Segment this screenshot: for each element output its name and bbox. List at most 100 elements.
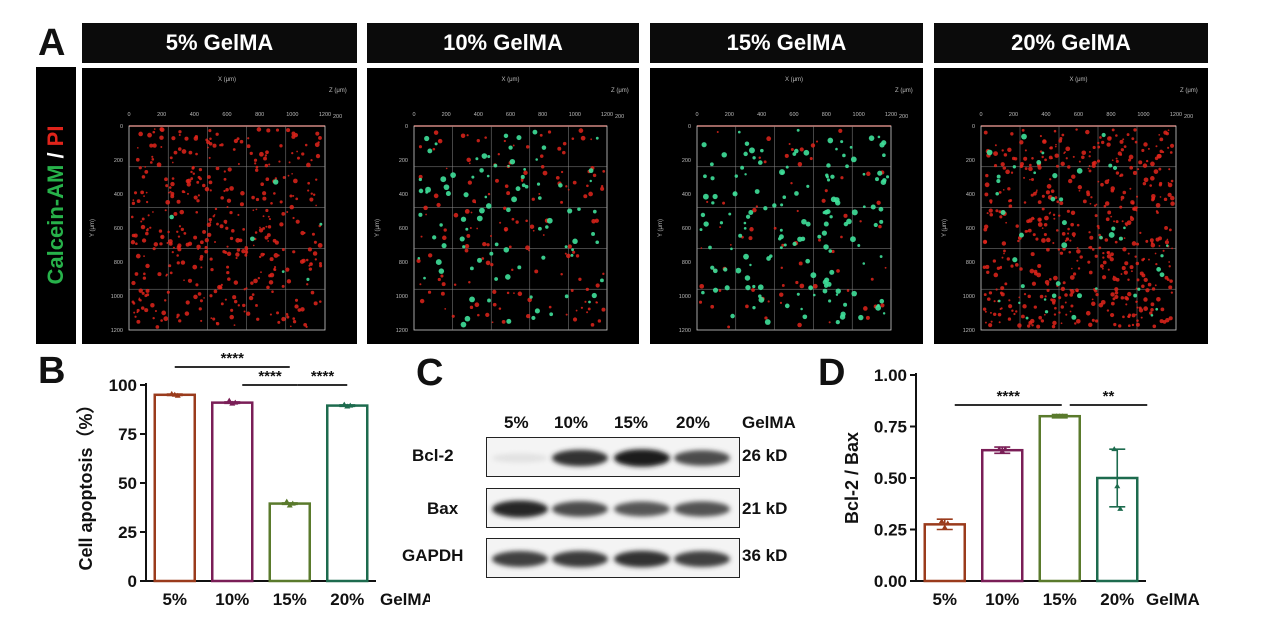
dead-cell [700, 247, 703, 249]
live-cell [1020, 284, 1025, 289]
live-cell [485, 203, 492, 209]
dead-cell [262, 196, 267, 201]
dead-cell [1059, 201, 1064, 206]
dead-cell [583, 194, 588, 199]
dead-cell [258, 228, 264, 233]
dead-cell [230, 308, 234, 312]
dead-cell [1150, 161, 1155, 167]
live-cell [821, 230, 827, 236]
dead-cell [1143, 142, 1148, 147]
dead-cell [840, 235, 843, 239]
dead-cell [215, 166, 220, 171]
dead-cell [219, 224, 224, 229]
y-tick-label: 0.50 [874, 469, 907, 488]
dead-cell [1110, 252, 1114, 257]
dead-cell [306, 283, 309, 286]
dead-cell [468, 281, 471, 284]
x-axis-label: GelMA [1146, 590, 1200, 609]
dead-cell [1091, 298, 1094, 301]
dead-cell [1068, 250, 1072, 254]
dead-cell [1167, 192, 1172, 197]
dead-cell [257, 276, 261, 280]
x-tick: 600 [789, 112, 798, 118]
dead-cell [824, 189, 828, 193]
dead-cell [1069, 293, 1074, 297]
dead-cell [145, 263, 150, 269]
dead-cell [265, 150, 269, 155]
dead-cell [490, 262, 494, 267]
dead-cell [243, 310, 246, 313]
dead-cell [198, 307, 202, 311]
z-tick: 200 [1184, 114, 1193, 120]
live-cell [1108, 163, 1113, 168]
dead-cell [231, 229, 235, 233]
dead-cell [239, 139, 244, 144]
live-cell [868, 135, 875, 141]
dead-cell [1060, 161, 1065, 167]
dead-cell [1111, 128, 1115, 132]
dead-cell [1097, 145, 1101, 149]
dead-cell [293, 133, 299, 138]
dead-cell [1052, 241, 1055, 245]
live-cell [1077, 293, 1083, 299]
dead-cell [1046, 184, 1052, 189]
live-cell [494, 277, 499, 281]
dead-cell [205, 138, 209, 142]
dead-cell [244, 250, 249, 254]
live-cell [1118, 236, 1123, 241]
dead-cell [138, 166, 142, 170]
dead-cell [1143, 297, 1148, 302]
dead-cell [1145, 159, 1149, 163]
y-tick: 0 [972, 124, 975, 130]
dead-cell [1125, 224, 1128, 227]
dead-cell [984, 310, 987, 313]
live-cell [524, 184, 529, 189]
dead-cell [229, 210, 233, 215]
live-cell [1019, 232, 1024, 238]
dead-cell [495, 178, 499, 183]
y-tick: 200 [399, 158, 408, 164]
dead-cell [1058, 296, 1062, 300]
dead-cell [476, 227, 479, 230]
dead-cell [213, 289, 218, 294]
dead-cell [1131, 323, 1135, 327]
live-cell [794, 191, 799, 196]
dead-cell [296, 150, 299, 153]
dead-cell [575, 309, 578, 312]
category-label: 10% [985, 590, 1019, 609]
live-cell [506, 207, 511, 213]
live-cell [545, 225, 549, 229]
dead-cell [1065, 237, 1070, 241]
dead-cell [986, 270, 990, 274]
dead-cell [1027, 294, 1031, 299]
dead-cell [203, 297, 205, 299]
dead-cell [276, 311, 280, 315]
dead-cell [1112, 297, 1116, 301]
dead-cell [138, 298, 141, 301]
apoptosis-chart: 0 25 50 75 100 Cell apoptosis（%） 5% 10% 15% 20% Ge… [70, 345, 434, 610]
volume-box [980, 125, 1177, 331]
dead-cell [859, 220, 862, 223]
live-cell [1095, 287, 1098, 290]
dead-cell [140, 220, 143, 223]
live-cell [997, 299, 1001, 303]
dead-cell [208, 217, 212, 222]
dead-cell [440, 291, 445, 296]
dead-cell [269, 313, 272, 316]
dead-cell [1041, 238, 1046, 243]
bar [981, 448, 1024, 583]
dead-cell [419, 298, 425, 304]
dead-cell [256, 317, 260, 321]
dead-cell [1156, 211, 1159, 214]
dead-cell [1040, 319, 1045, 323]
dead-cell [992, 259, 997, 263]
live-cell [800, 236, 806, 242]
dead-cell [1045, 190, 1050, 195]
dead-cell [1091, 301, 1096, 307]
dead-cell [176, 316, 179, 319]
dead-cell [151, 155, 154, 158]
dead-cell [466, 234, 471, 238]
live-cell [432, 235, 437, 240]
live-cell [758, 297, 765, 303]
live-cell [757, 160, 763, 165]
